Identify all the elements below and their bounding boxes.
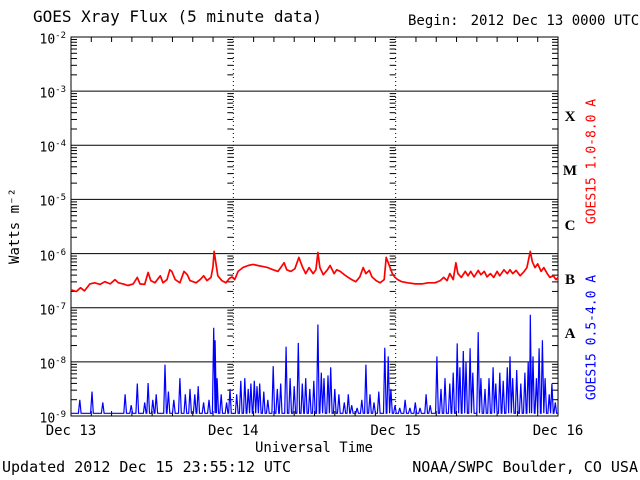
flare-class-c: C xyxy=(564,217,576,234)
plot-frame xyxy=(70,36,559,417)
begin-timestamp: Begin: 2012 Dec 13 0000 UTC xyxy=(408,13,639,29)
y-tick-label: 10-8 xyxy=(39,355,67,373)
y-tick-label: 10-2 xyxy=(39,31,67,48)
flare-class-m: M xyxy=(562,163,578,180)
x-axis-label: Universal Time xyxy=(254,440,373,456)
flare-class-a: A xyxy=(564,325,576,342)
begin-label: Begin: xyxy=(408,13,459,29)
x-tick-label: Dec 15 xyxy=(370,423,421,439)
flare-class-b: B xyxy=(564,271,575,288)
y-axis-label: Watts m⁻² xyxy=(7,188,23,264)
y-tick-label: 10-6 xyxy=(39,247,67,264)
y-tick-label: 10-3 xyxy=(39,85,67,102)
flare-class-x: X xyxy=(564,109,576,126)
y-tick-label: 10-9 xyxy=(39,410,67,427)
credit-text: NOAA/SWPC Boulder, CO USA xyxy=(412,458,638,476)
y-tick-label: 10-4 xyxy=(39,139,67,156)
x-tick-label: Dec 16 xyxy=(532,423,584,439)
updated-timestamp: Updated 2012 Dec 15 23:55:12 UTC xyxy=(2,458,291,476)
y-tick-label: 10-5 xyxy=(39,193,67,210)
x-tick-label: Dec 13 xyxy=(45,423,97,439)
begin-value: 2012 Dec 13 0000 UTC xyxy=(470,13,640,29)
chart-title: GOES Xray Flux (5 minute data) xyxy=(33,7,322,26)
legend-goes15-short: GOES15 0.5-4.0 A xyxy=(584,274,600,401)
goes15-short-series xyxy=(71,314,558,414)
goes15-long-series xyxy=(70,250,559,293)
legend-goes15-long: GOES15 1.0-8.0 A xyxy=(584,98,600,225)
y-tick-label: 10-7 xyxy=(39,301,67,319)
x-tick-label: Dec 14 xyxy=(208,423,259,439)
